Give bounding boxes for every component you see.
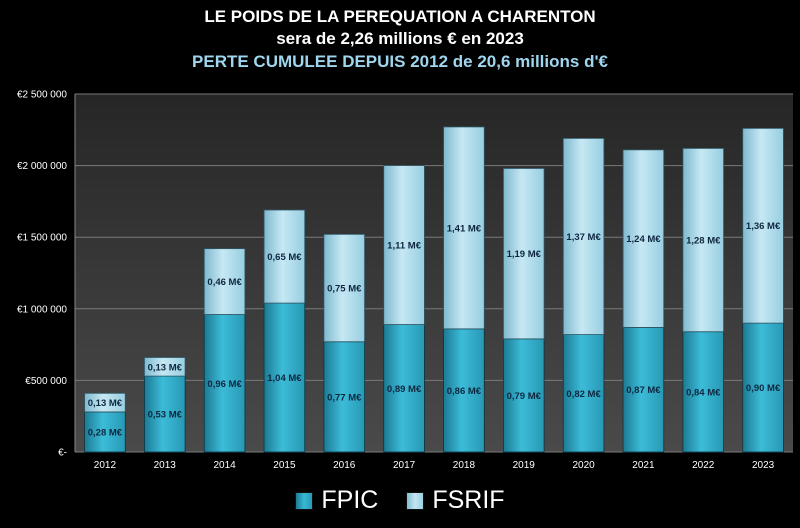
bar-fpic-2023 bbox=[742, 322, 784, 453]
x-tick-label: 2019 bbox=[513, 460, 536, 471]
bar-fsrif-2021 bbox=[622, 149, 665, 328]
data-label-fsrif-2022: 1,28 M€ bbox=[686, 236, 721, 247]
x-tick-label: 2015 bbox=[273, 460, 296, 471]
y-tick-label: €2 000 000 bbox=[17, 161, 67, 172]
data-label-fpic-2021: 0,87 M€ bbox=[626, 385, 661, 396]
chart-legend: FPIC FSRIF bbox=[0, 486, 800, 515]
x-tick-label: 2014 bbox=[213, 460, 236, 471]
bar-fsrif-2016 bbox=[323, 233, 365, 343]
legend-item-fpic: FPIC bbox=[295, 486, 378, 515]
data-label-fpic-2022: 0,84 M€ bbox=[686, 387, 721, 398]
bar-fsrif-2023 bbox=[742, 127, 784, 324]
bar-fsrif-2015 bbox=[263, 209, 306, 304]
x-tick-label: 2023 bbox=[752, 460, 775, 471]
legend-swatch-fpic bbox=[295, 491, 314, 510]
chart-subtitle-cumulative: PERTE CUMULEE DEPUIS 2012 de 20,6 millio… bbox=[192, 52, 608, 71]
y-tick-label: €1 000 000 bbox=[17, 304, 67, 315]
bar-fpic-2021 bbox=[622, 327, 665, 453]
bar-fpic-2017 bbox=[383, 324, 425, 453]
bar-fsrif-2018 bbox=[443, 126, 485, 330]
legend-item-fsrif: FSRIF bbox=[406, 486, 505, 515]
y-tick-label: €2 500 000 bbox=[17, 90, 67, 101]
data-label-fpic-2012: 0,28 M€ bbox=[88, 427, 123, 438]
chart-title: LE POIDS DE LA PEREQUATION A CHARENTON bbox=[204, 7, 596, 26]
bar-fsrif-2014 bbox=[203, 248, 246, 315]
data-label-fsrif-2019: 1,19 M€ bbox=[507, 249, 542, 260]
data-label-fsrif-2023: 1,36 M€ bbox=[746, 221, 781, 232]
chart-subtitle: sera de 2,26 millions € en 2023 bbox=[276, 29, 524, 48]
data-label-fpic-2018: 0,86 M€ bbox=[447, 386, 482, 397]
legend-label-fpic: FPIC bbox=[321, 486, 379, 514]
data-label-fsrif-2017: 1,11 M€ bbox=[387, 241, 422, 252]
data-label-fsrif-2021: 1,24 M€ bbox=[626, 234, 661, 245]
data-label-fpic-2015: 1,04 M€ bbox=[267, 373, 302, 384]
bar-fsrif-2022 bbox=[682, 148, 724, 333]
x-tick-label: 2021 bbox=[632, 460, 655, 471]
bar-fsrif-2017 bbox=[383, 165, 425, 325]
data-label-fpic-2023: 0,90 M€ bbox=[746, 383, 781, 394]
bar-fpic-2015 bbox=[263, 302, 306, 453]
bar-fpic-2022 bbox=[682, 331, 724, 453]
bar-fsrif-2019 bbox=[503, 168, 545, 340]
bar-fsrif-2020 bbox=[562, 137, 605, 335]
data-label-fpic-2019: 0,79 M€ bbox=[507, 391, 542, 402]
x-tick-label: 2016 bbox=[333, 460, 356, 471]
x-tick-label: 2020 bbox=[572, 460, 595, 471]
x-tick-label: 2018 bbox=[453, 460, 476, 471]
y-tick-label: €500 000 bbox=[25, 376, 67, 387]
data-label-fsrif-2018: 1,41 M€ bbox=[447, 223, 482, 234]
x-tick-label: 2013 bbox=[154, 460, 177, 471]
plot-area bbox=[75, 94, 793, 452]
y-tick-label: €- bbox=[58, 448, 67, 459]
data-label-fsrif-2014: 0,46 M€ bbox=[207, 277, 242, 288]
data-label-fsrif-2013: 0,13 M€ bbox=[148, 362, 183, 373]
legend-label-fsrif: FSRIF bbox=[432, 486, 505, 514]
data-label-fsrif-2016: 0,75 M€ bbox=[327, 284, 362, 295]
data-label-fpic-2017: 0,89 M€ bbox=[387, 384, 422, 395]
data-label-fsrif-2012: 0,13 M€ bbox=[88, 398, 123, 409]
x-tick-label: 2022 bbox=[692, 460, 715, 471]
bar-fpic-2012 bbox=[84, 411, 126, 453]
x-tick-label: 2017 bbox=[393, 460, 416, 471]
legend-swatch-fsrif bbox=[406, 491, 425, 510]
data-label-fpic-2020: 0,82 M€ bbox=[566, 389, 601, 400]
y-tick-label: €1 500 000 bbox=[17, 233, 67, 244]
data-label-fpic-2013: 0,53 M€ bbox=[148, 410, 183, 421]
bar-fpic-2016 bbox=[323, 341, 365, 453]
bar-fsrif-2012 bbox=[84, 392, 126, 413]
bar-fsrif-2013 bbox=[144, 357, 186, 377]
x-tick-label: 2012 bbox=[94, 460, 117, 471]
data-label-fsrif-2020: 1,37 M€ bbox=[566, 232, 601, 243]
bar-fpic-2020 bbox=[562, 334, 605, 453]
data-label-fpic-2014: 0,96 M€ bbox=[207, 379, 242, 390]
data-label-fsrif-2015: 0,65 M€ bbox=[267, 252, 302, 263]
data-label-fpic-2016: 0,77 M€ bbox=[327, 392, 362, 403]
